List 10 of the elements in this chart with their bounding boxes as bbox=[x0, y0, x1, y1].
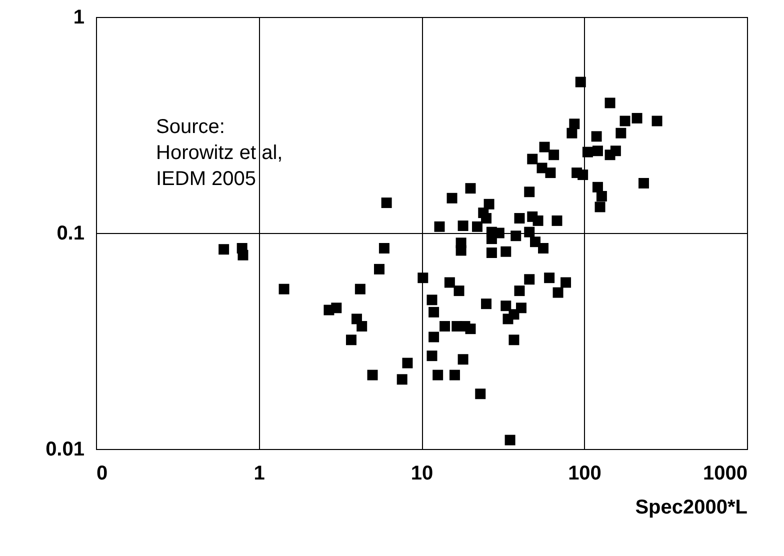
y-tick-label: 1 bbox=[73, 6, 84, 28]
y-tick-label: 0.01 bbox=[46, 438, 84, 460]
y-tick-label: 0.1 bbox=[56, 222, 84, 244]
x-tick-label: 1 bbox=[254, 462, 265, 484]
x-tick-label: 1000 bbox=[703, 462, 748, 484]
annotation: Source: Horowitz et al, IEDM 2005 bbox=[156, 116, 283, 190]
x-tick-label: 0 bbox=[96, 462, 108, 484]
x-tick-label: 10 bbox=[410, 462, 434, 484]
x-tick-label: 100 bbox=[568, 462, 602, 484]
x-axis-title: Spec2000*L bbox=[635, 496, 748, 518]
